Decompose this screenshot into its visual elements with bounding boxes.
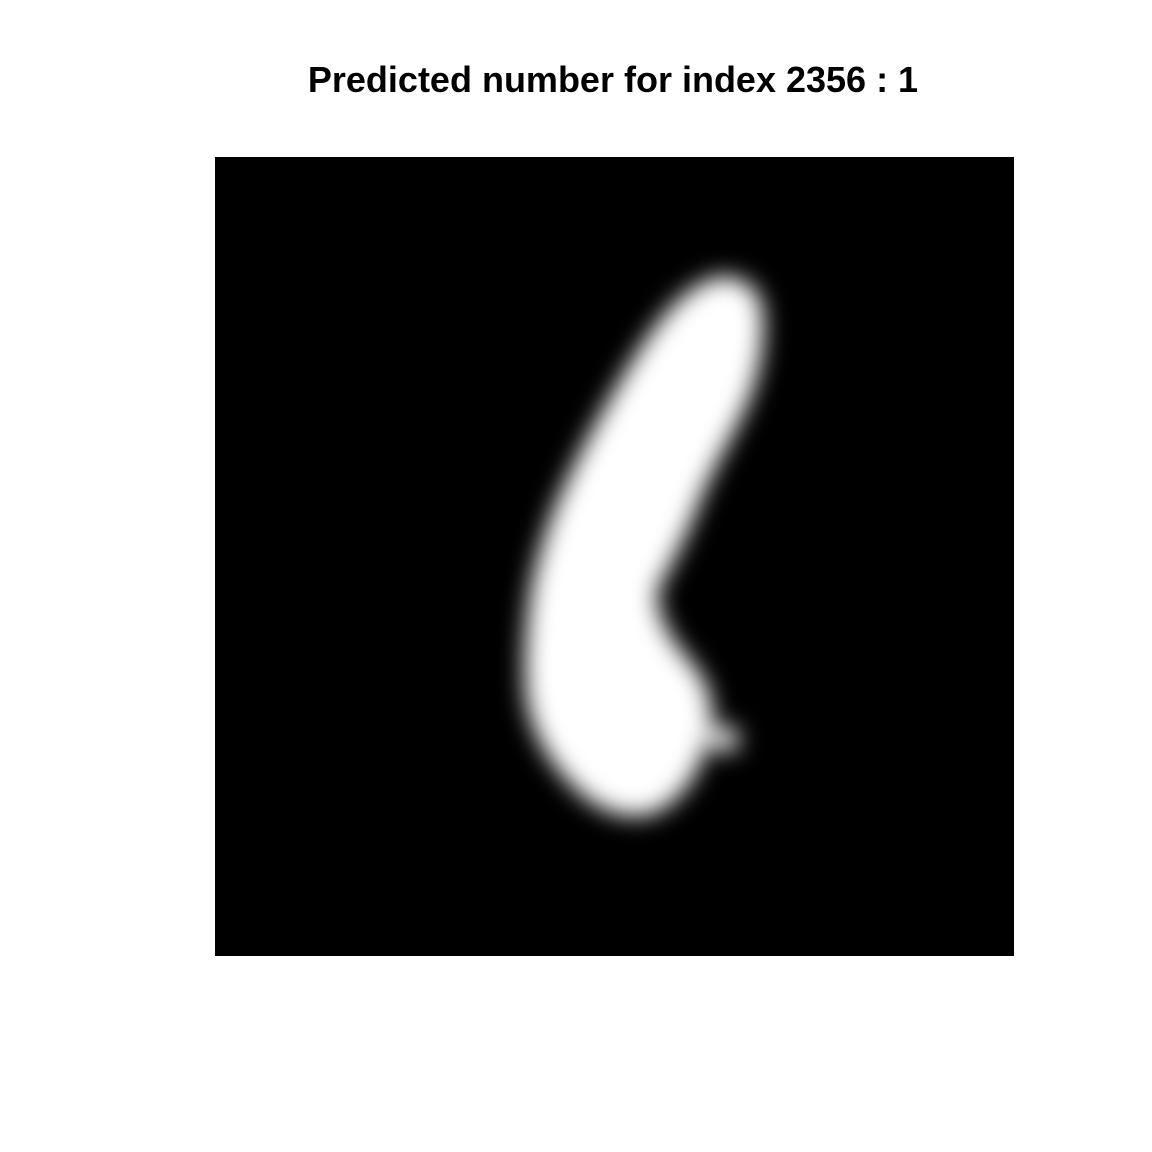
digit-pixel-tail	[711, 727, 738, 751]
figure-title: Predicted number for index 2356 : 1	[307, 59, 919, 100]
mnist-digit-image	[215, 157, 1014, 956]
digit-stroke	[524, 276, 764, 817]
